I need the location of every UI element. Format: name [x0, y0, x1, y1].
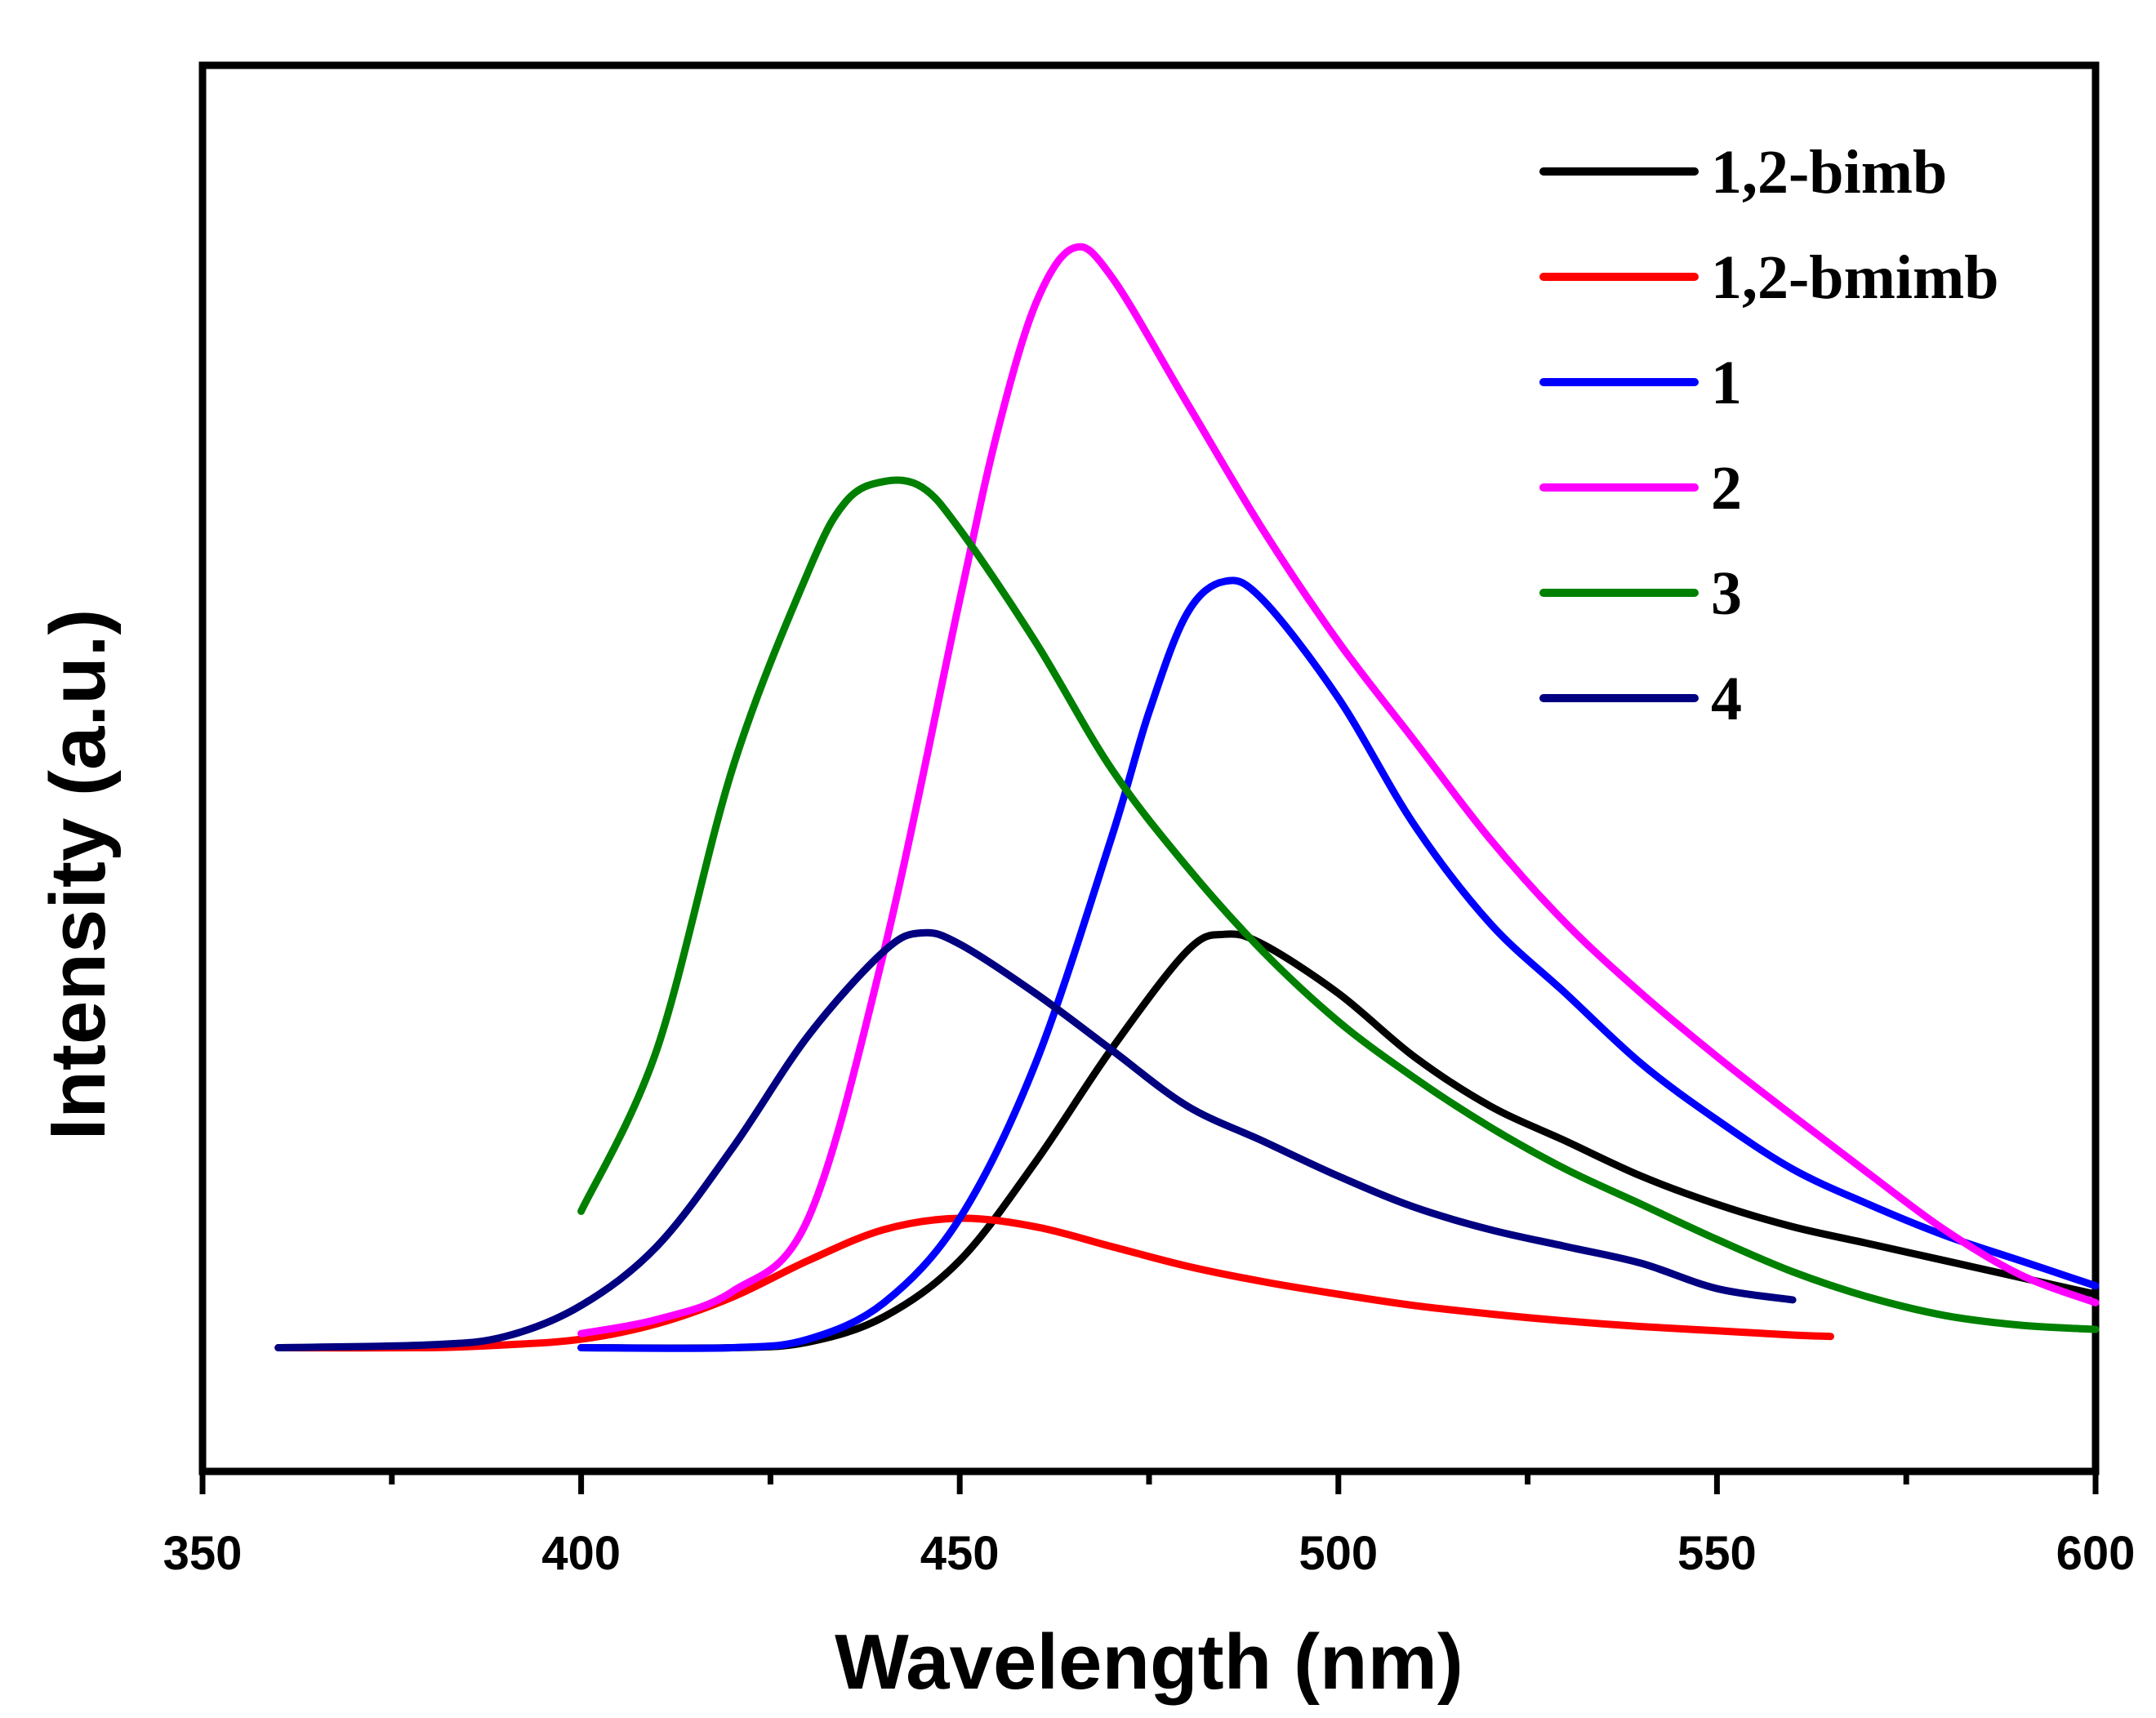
series-line-4 — [577, 243, 2100, 1337]
x-tick-label: 400 — [541, 1527, 621, 1580]
series-lines — [274, 243, 2100, 1352]
legend-label-6: 4 — [1711, 665, 1742, 733]
y-axis-title: Intensity (a.u.) — [34, 609, 122, 1141]
legend-label-1: 1,2-bimb — [1711, 138, 1947, 207]
legend-label-2: 1,2-bmimb — [1711, 243, 1999, 312]
series-line-3 — [577, 576, 2100, 1352]
x-tick-label: 600 — [2056, 1527, 2136, 1580]
legend: 1,2-bimb 1,2-bmimb 1 2 3 4 — [1539, 138, 1999, 733]
series-line-2 — [274, 1214, 1834, 1352]
series-line-6 — [274, 928, 1797, 1351]
x-tick-label: 350 — [163, 1527, 243, 1580]
x-axis-title: Wavelength (nm) — [835, 1618, 1463, 1706]
legend-label-3: 1 — [1711, 349, 1742, 417]
x-tick-label: 450 — [920, 1527, 1000, 1580]
series-line-1 — [577, 930, 2100, 1352]
x-tick-label: 550 — [1677, 1527, 1757, 1580]
x-axis-ticks — [199, 1471, 2099, 1494]
x-axis-tick-labels: 350 400 450 500 550 600 — [163, 1527, 2136, 1580]
legend-label-4: 2 — [1711, 454, 1742, 523]
series-line-5 — [577, 476, 2100, 1333]
legend-label-5: 3 — [1711, 559, 1742, 628]
x-tick-label: 500 — [1298, 1527, 1378, 1580]
